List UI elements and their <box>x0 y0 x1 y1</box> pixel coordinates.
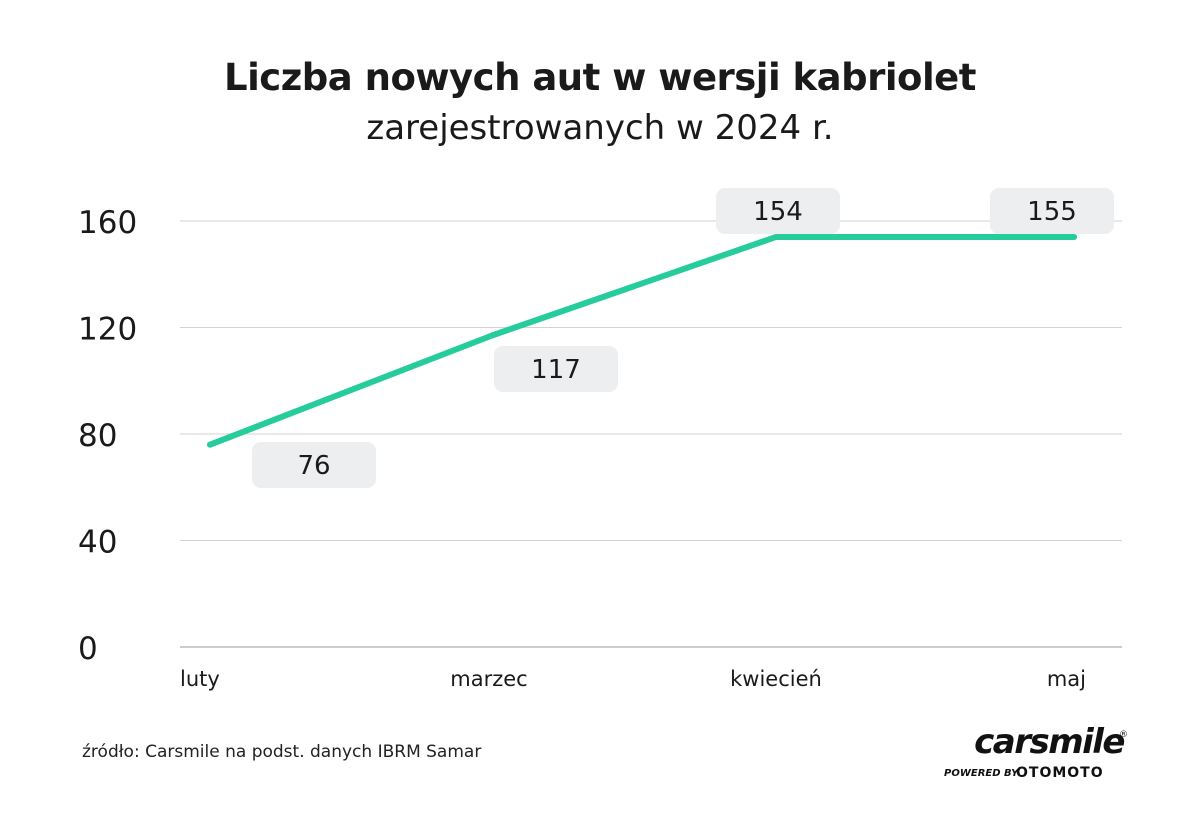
data-label-box <box>252 442 376 488</box>
logo-wordmark: carsmile <box>974 722 1125 762</box>
data-label-box <box>494 346 618 392</box>
data-label: 76 <box>297 451 330 481</box>
data-label: 154 <box>753 197 803 227</box>
logo-otomoto: OTOMOTO <box>1016 765 1104 781</box>
x-tick-label: marzec <box>450 667 527 691</box>
source-note: źródło: Carsmile na podst. danych IBRM S… <box>82 742 482 762</box>
x-tick-label: maj <box>1047 667 1086 691</box>
data-label-box <box>990 188 1114 234</box>
logo-registered-mark: ® <box>1119 730 1128 740</box>
data-label: 155 <box>1027 197 1077 227</box>
data-point <box>1071 233 1077 240</box>
data-point <box>773 233 779 240</box>
y-tick-label: 80 <box>78 418 117 454</box>
logo-powered-by: POWERED BY <box>944 768 1019 779</box>
carsmile-logo: carsmile ® POWERED BY OTOMOTO <box>938 722 1128 792</box>
chart-title: Liczba nowych aut w wersji kabriolet <box>224 56 976 99</box>
y-tick-label: 40 <box>78 525 117 561</box>
y-tick-label: 160 <box>78 205 137 241</box>
y-tick-label: 0 <box>78 631 98 667</box>
x-tick-label: kwiecień <box>730 667 822 691</box>
data-point <box>207 441 213 448</box>
chart-subtitle: zarejestrowanych w 2024 r. <box>366 108 834 148</box>
data-label-box <box>716 188 840 234</box>
x-tick-label: luty <box>180 667 220 691</box>
data-label: 117 <box>531 355 581 385</box>
data-point <box>489 332 495 339</box>
series-line <box>207 233 1077 448</box>
y-tick-label: 120 <box>78 312 137 348</box>
